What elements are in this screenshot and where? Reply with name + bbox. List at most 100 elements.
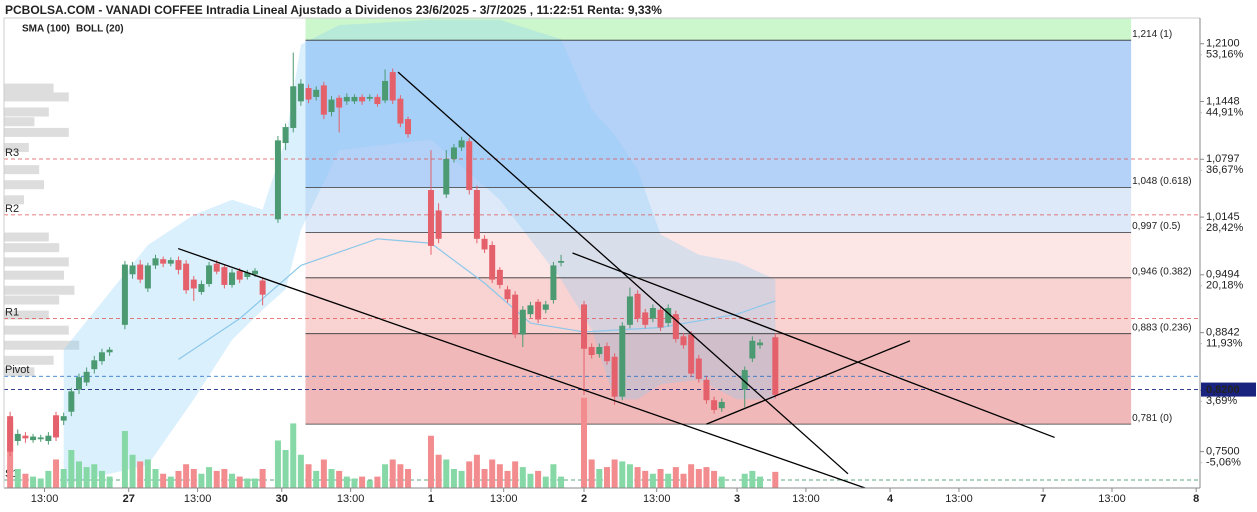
x-tick-label: 2 [581,493,587,505]
volume-bar [53,459,60,488]
volume-bar [274,440,281,488]
legend-entry: SMA (100) [22,24,70,35]
volume-bar [542,476,549,488]
y-tick-label: 1,1448 [1206,95,1240,107]
volume-bar [718,476,725,488]
fib-band [305,187,1132,233]
candle-body [374,96,381,105]
x-tick-label: 7 [1040,493,1046,505]
y-tick-label: 0,7500 [1206,446,1240,458]
candle-body [665,307,672,324]
volume-bar [183,464,190,488]
volume-bar [121,431,128,488]
x-tick-label: 1 [428,493,434,505]
volume-bar [167,476,174,488]
volume-profile-bar [4,325,69,335]
chart-title: PCBOLSA.COM - VANADI COFFEE Intradia Lin… [5,3,662,17]
volume-bar [496,464,503,488]
volume-bar [37,478,44,488]
candle-body [473,190,480,239]
volume-bar [213,470,220,488]
y2-tick-label: 44,91% [1206,106,1244,118]
volume-profile-bar [4,310,49,320]
fib-label: 0,997 (0.5) [1132,221,1180,232]
axes: 1,21001,14481,07971,01450,94940,88420,81… [22,24,1256,505]
volume-bar [695,469,702,488]
x-tick-label: 13:00 [1098,493,1126,505]
volume-bar [359,476,366,488]
candle-body [259,280,266,295]
volume-bar [305,464,312,488]
x-tick-label: 13:00 [490,493,518,505]
candle-body [749,340,756,359]
trendline [572,252,1055,439]
volume-bar [175,470,182,488]
volume-bar [60,469,67,488]
candle-body [37,437,44,440]
volume-bar [535,470,542,488]
volume-bar [313,470,320,488]
volume-bar [152,469,159,488]
volume-bar [458,470,465,488]
volume-bar [198,473,205,488]
candle-body [190,279,197,289]
volume-bar [550,464,557,488]
candle-body [626,296,633,325]
x-tick-label: 13:00 [337,493,365,505]
candle-body [121,264,128,325]
volume-bar [757,476,764,488]
volume-bar [129,454,136,488]
volume-profile-bar [4,180,44,190]
volume-bar [405,469,412,488]
candle-body [680,336,687,346]
candle-body [581,304,588,349]
candle-body [450,147,457,159]
volume-bar [703,467,710,488]
volume-bar [603,467,610,488]
x-tick-label: 13:00 [643,493,671,505]
candle-body [60,416,67,421]
candle-body [30,436,37,441]
volume-profile-bar [4,355,54,365]
volume-bar [588,459,595,488]
candle-body [106,349,113,353]
volume-bar [657,469,664,488]
candle-body [175,260,182,270]
volume-profile-bar [4,257,69,267]
candle-body [14,433,21,441]
candle-body [481,238,488,250]
volume-bar [596,469,603,488]
candle-body [619,325,626,397]
candle-body [290,86,297,128]
candle-body [229,272,236,285]
candle-body [297,83,304,102]
bollinger-band [63,19,776,485]
volume-bar [251,478,258,488]
volume-bar [581,397,588,488]
volume-bar [611,459,618,488]
fib-label: 1,214 (1) [1132,29,1172,40]
volume-bar [749,470,756,488]
volume-bar [320,459,327,488]
candle-body [98,352,105,362]
candle-body [642,312,649,325]
candle-body [91,360,98,370]
sma-line [178,238,776,360]
candle-body [328,99,335,112]
volume-profile-bar [4,127,69,137]
pivot-label: Pivot [5,364,29,376]
volume-bar [91,464,98,488]
candle-body [152,258,159,266]
candle-body [343,96,350,102]
candle-body [336,97,343,108]
candle-body [22,435,29,439]
volume-profile-bar [4,195,24,205]
candle-body [718,401,725,409]
fib-label: 0,883 (0.236) [1132,322,1192,333]
volume-bar [634,467,641,488]
candle-body [236,270,243,280]
volume-bar [688,464,695,488]
candle-body [542,304,549,310]
volume-bar [427,435,434,488]
